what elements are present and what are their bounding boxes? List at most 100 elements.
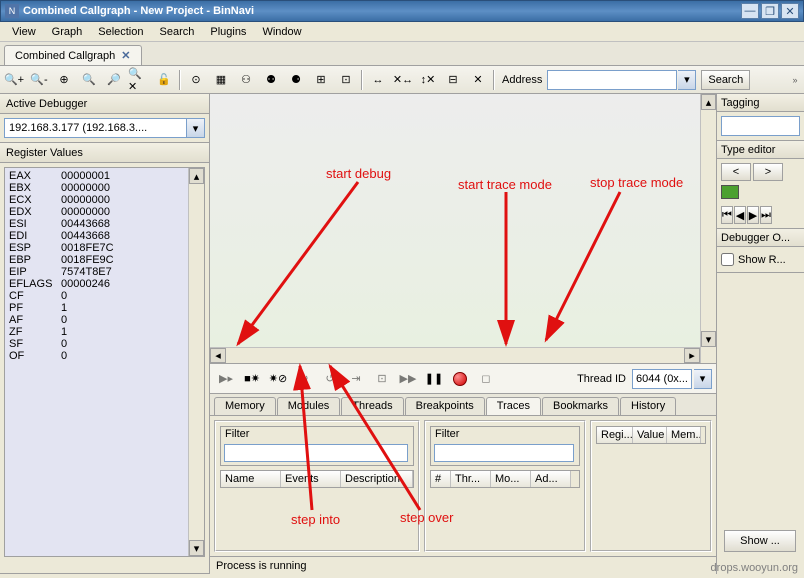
register-row: ZF1 — [9, 326, 200, 338]
maximize-button[interactable]: ❐ — [761, 3, 779, 19]
scroll-down-icon[interactable]: ▾ — [189, 540, 204, 556]
column-header[interactable]: Mo... — [491, 471, 531, 487]
debugger-ip-input[interactable] — [4, 118, 187, 138]
thread-id-select[interactable] — [632, 369, 692, 389]
column-header[interactable]: # — [431, 471, 451, 487]
register-row: ESI00443668 — [9, 218, 200, 230]
step-into-button[interactable]: ↻ — [292, 368, 316, 390]
type-first-icon[interactable]: ⏮ — [721, 206, 733, 224]
menu-plugins[interactable]: Plugins — [202, 24, 254, 40]
scroll-up-icon[interactable]: ▴ — [189, 168, 204, 184]
column-header[interactable]: Events — [281, 471, 341, 487]
register-scrollbar[interactable]: ▴ ▾ — [188, 168, 204, 556]
show-r-checkbox[interactable]: Show R... — [721, 251, 800, 268]
tab-history[interactable]: History — [620, 397, 676, 415]
hscroll-left-icon[interactable]: ◂ — [210, 348, 226, 363]
register-row: AF0 — [9, 314, 200, 326]
menu-search[interactable]: Search — [152, 24, 203, 40]
column-header[interactable]: Regi... — [597, 427, 633, 443]
register-values-title: Register Values — [0, 143, 209, 163]
zoom-in-icon[interactable]: 🔍+ — [2, 69, 26, 91]
tagging-input[interactable] — [721, 116, 800, 136]
thread-dropdown-icon[interactable]: ▾ — [694, 369, 712, 389]
column-header[interactable]: Value — [633, 427, 667, 443]
zoom-target-icon[interactable]: ⊕ — [52, 69, 76, 91]
tab-memory[interactable]: Memory — [214, 397, 276, 415]
menu-selection[interactable]: Selection — [90, 24, 151, 40]
target-icon[interactable]: ⊙ — [184, 69, 208, 91]
menu-window[interactable]: Window — [254, 24, 309, 40]
tab-bookmarks[interactable]: Bookmarks — [542, 397, 619, 415]
tab-breakpoints[interactable]: Breakpoints — [405, 397, 485, 415]
graph-hscrollbar[interactable]: ◂ ▸ — [210, 347, 700, 363]
menu-view[interactable]: View — [4, 24, 44, 40]
document-tab[interactable]: Combined Callgraph ✕ — [4, 45, 142, 65]
zoom-out2-icon[interactable]: 🔎 — [102, 69, 126, 91]
vscroll-up-icon[interactable]: ▴ — [701, 94, 716, 110]
register-list: EAX00000001EBX00000000ECX00000000EDX0000… — [4, 167, 205, 557]
start-trace-button[interactable] — [448, 368, 472, 390]
minimize-button[interactable]: — — [741, 3, 759, 19]
run-to-icon[interactable]: ⊡ — [370, 368, 394, 390]
debugger-ip-dropdown-icon[interactable]: ▾ — [187, 118, 205, 138]
traces-table1-header: NameEventsDescription — [220, 470, 414, 488]
column-header[interactable]: Mem... — [667, 427, 701, 443]
expand-x-icon[interactable]: ✕↔ — [391, 69, 415, 91]
tab-traces[interactable]: Traces — [486, 397, 541, 415]
lock-icon[interactable]: 🔓 — [152, 69, 176, 91]
debug-tabstrip: Memory Modules Threads Breakpoints Trace… — [210, 394, 716, 416]
layout-net-icon[interactable]: ⊡ — [334, 69, 358, 91]
type-next2-icon[interactable]: ▶ — [747, 206, 759, 224]
layout-1-icon[interactable]: ▦ — [209, 69, 233, 91]
type-prev2-icon[interactable]: ◀ — [734, 206, 746, 224]
register-row: EBP0018FE9C — [9, 254, 200, 266]
thread-id-label: Thread ID — [577, 373, 626, 385]
type-prev-button[interactable]: < — [721, 163, 751, 181]
type-last-icon[interactable]: ⏭ — [760, 206, 772, 224]
column-header[interactable]: Thr... — [451, 471, 491, 487]
column-header[interactable]: Name — [221, 471, 281, 487]
filter1-input[interactable] — [224, 444, 408, 462]
pause-debug-icon[interactable]: ■✷ — [240, 368, 264, 390]
column-header[interactable]: Description — [341, 471, 413, 487]
address-input[interactable] — [547, 70, 677, 90]
pause-icon[interactable]: ❚❚ — [422, 368, 446, 390]
tab-threads[interactable]: Threads — [341, 397, 403, 415]
stop-trace-button[interactable]: ◻ — [474, 368, 498, 390]
column-header[interactable]: Ad... — [531, 471, 571, 487]
layout-hier-icon[interactable]: ⚉ — [259, 69, 283, 91]
step-out-icon[interactable]: ⇥ — [344, 368, 368, 390]
filter2-input[interactable] — [434, 444, 574, 462]
zoom-fit-icon[interactable]: 🔍✕ — [127, 69, 151, 91]
type-color-swatch[interactable] — [721, 185, 739, 199]
vscroll-down-icon[interactable]: ▾ — [701, 331, 716, 347]
address-dropdown-icon[interactable]: ▾ — [678, 70, 696, 90]
expand-y-icon[interactable]: ↕✕ — [416, 69, 440, 91]
zoom-in2-icon[interactable]: 🔍 — [77, 69, 101, 91]
show-r-checkbox-input[interactable] — [721, 253, 734, 266]
expand-icon[interactable]: ↔ — [366, 69, 390, 91]
search-button[interactable]: Search — [701, 70, 750, 90]
toolbar-overflow-icon[interactable]: » — [788, 75, 802, 85]
layout-grid-icon[interactable]: ⊞ — [309, 69, 333, 91]
zoom-out-icon[interactable]: 🔍- — [27, 69, 51, 91]
document-tab-close-icon[interactable]: ✕ — [121, 49, 130, 62]
hscroll-right-icon[interactable]: ▸ — [684, 348, 700, 363]
remove-icon[interactable]: ✕ — [466, 69, 490, 91]
type-next-button[interactable]: > — [753, 163, 783, 181]
continue-icon[interactable]: ▶▶ — [396, 368, 420, 390]
start-debug-button[interactable]: ▶▸ — [214, 368, 238, 390]
stop-debug-icon[interactable]: ✷⊘ — [266, 368, 290, 390]
graph-vscrollbar[interactable]: ▴ ▾ — [700, 94, 716, 363]
layout-inv-icon[interactable]: ⚈ — [284, 69, 308, 91]
close-button[interactable]: ✕ — [781, 3, 799, 19]
register-values-panel: Register Values EAX00000001EBX00000000EC… — [0, 143, 209, 574]
tab-modules[interactable]: Modules — [277, 397, 341, 415]
layout-tree-icon[interactable]: ⚇ — [234, 69, 258, 91]
graph-canvas[interactable]: ▴ ▾ ◂ ▸ — [210, 94, 716, 364]
step-over-button[interactable]: ↺ — [318, 368, 342, 390]
menu-graph[interactable]: Graph — [44, 24, 91, 40]
ungroup-icon[interactable]: ⊟ — [441, 69, 465, 91]
window-title: Combined Callgraph - New Project - BinNa… — [23, 5, 741, 17]
show-button[interactable]: Show ... — [724, 530, 796, 552]
